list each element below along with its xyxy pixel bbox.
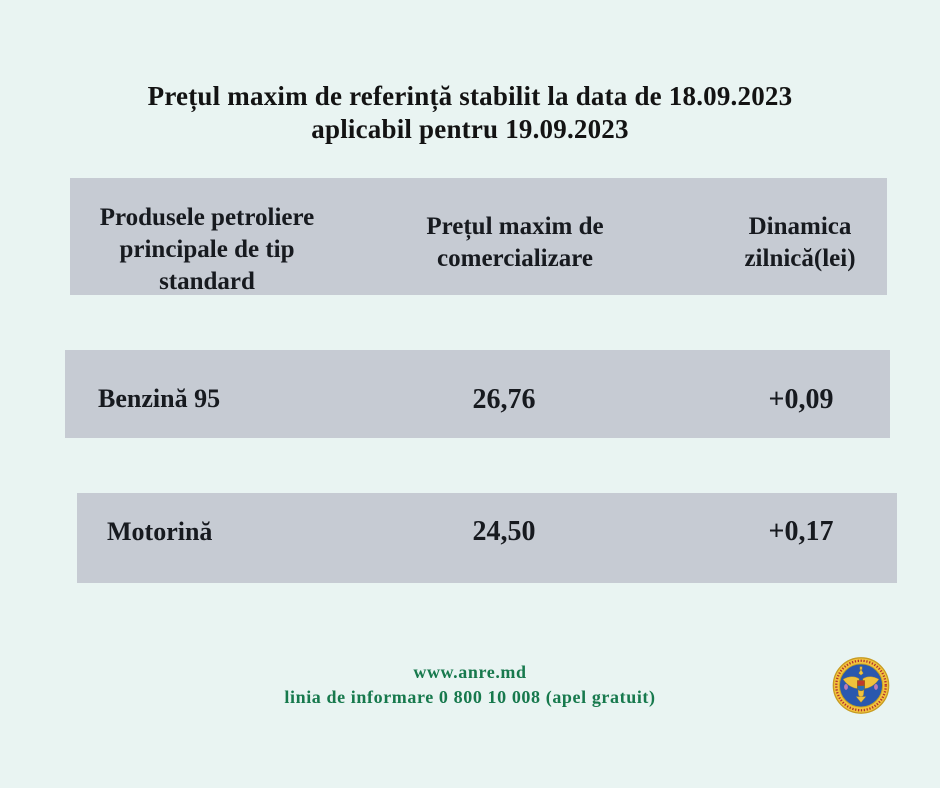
column-header-max-price: Prețul maxim de comercializare <box>355 211 675 275</box>
product-name-motorina: Motorină <box>107 517 213 546</box>
product-name-benzina: Benzină 95 <box>98 384 221 413</box>
price-value-benzina: 26,76 <box>472 384 536 415</box>
column-header-products: Produsele petroliere principale de tip s… <box>70 202 344 298</box>
page-title-line-1: Prețul maxim de referință stabilit la da… <box>147 81 793 111</box>
table-row-band-benzina <box>65 350 890 438</box>
price-value-motorina: 24,50 <box>472 516 536 547</box>
table-header-band <box>70 178 887 295</box>
column-header-products-line-1: Produsele petroliere <box>99 204 315 231</box>
daily-change-motorina: +0,17 <box>768 516 834 547</box>
column-header-daily-dynamic-line-2: zilnică(lei) <box>744 245 856 272</box>
column-header-products-line-2: principale de tip <box>119 236 295 263</box>
column-header-max-price-line-1: Prețul maxim de <box>426 213 604 240</box>
anre-moldova-seal-icon <box>832 656 890 715</box>
footer-website: www.anre.md <box>413 662 527 682</box>
column-header-daily-dynamic-line-1: Dinamica <box>748 213 852 240</box>
page-title-line-2: aplicabil pentru 19.09.2023 <box>311 114 629 144</box>
daily-change-benzina: +0,09 <box>768 384 834 415</box>
page-title: Prețul maxim de referință stabilit la da… <box>0 80 940 146</box>
column-header-max-price-line-2: comercializare <box>437 245 593 272</box>
column-header-products-line-3: standard <box>159 268 255 295</box>
table-row-band-motorina <box>77 493 897 583</box>
footer-info-line: linia de informare 0 800 10 008 (apel gr… <box>284 687 656 707</box>
column-header-daily-dynamic: Dinamica zilnică(lei) <box>690 211 910 275</box>
